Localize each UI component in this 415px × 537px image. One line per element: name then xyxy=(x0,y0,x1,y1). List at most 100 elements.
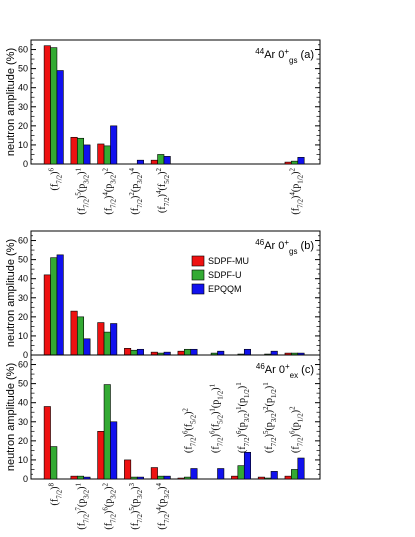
bar-epqqm xyxy=(190,348,198,356)
y-tick-label: 60 xyxy=(18,45,28,55)
bar-sdpf-mu xyxy=(70,475,78,480)
y-tick-label: 60 xyxy=(18,236,28,246)
y-tick-label: 40 xyxy=(18,83,28,93)
bar-sdpf-mu xyxy=(43,45,51,165)
bar-sdpf-mu xyxy=(97,322,105,356)
category-label: (f7/2)6(f5/2)1(p1/2)1 xyxy=(208,383,224,453)
bar-sdpf-mu xyxy=(284,475,292,480)
legend-label: SDPF-MU xyxy=(208,256,249,266)
category-label: (f7/2)6(p3/2)1(p1/2)1 xyxy=(235,382,251,453)
bar-epqqm xyxy=(136,476,144,480)
bar-sdpf-mu xyxy=(150,159,158,165)
legend-swatch xyxy=(191,255,205,267)
y-tick-label: 40 xyxy=(18,398,28,408)
bar-epqqm xyxy=(163,475,171,480)
panel-label: 46Ar 0+gs (b) xyxy=(255,238,314,256)
category-label: (f7/2)6 xyxy=(48,168,64,191)
y-tick-label: 50 xyxy=(18,379,28,389)
category-label: (f7/2)5(p3/2)2(p1/2)1 xyxy=(262,382,278,453)
bar-epqqm xyxy=(110,421,118,480)
bar-sdpf-u xyxy=(157,475,165,480)
bar-sdpf-u xyxy=(103,145,111,165)
bar-sdpf-mu xyxy=(43,406,51,480)
y-axis-label: neutron amplitude (%) xyxy=(5,239,17,347)
bar-sdpf-mu xyxy=(284,161,292,165)
legend-label: SDPF-U xyxy=(208,270,242,280)
bar-epqqm xyxy=(270,471,278,480)
bar-sdpf-u xyxy=(237,465,245,480)
bar-sdpf-mu xyxy=(124,459,132,480)
legend-swatch xyxy=(191,283,205,295)
category-label: (f7/2)6(f5/2)2 xyxy=(182,408,198,453)
bar-sdpf-u xyxy=(184,348,192,356)
panel-label: 44Ar 0+gs (a) xyxy=(255,47,314,65)
bar-sdpf-u xyxy=(130,349,138,356)
bar-epqqm xyxy=(83,476,91,480)
bar-epqqm xyxy=(163,156,171,165)
bar-epqqm xyxy=(83,338,91,356)
category-label: (f7/2)4(p1/2)2 xyxy=(289,168,305,215)
bar-sdpf-u xyxy=(76,316,85,356)
bar-epqqm xyxy=(136,159,144,165)
bar-sdpf-u xyxy=(76,475,85,480)
category-label: (f7/2)6(p3/2)2 xyxy=(101,483,117,530)
y-tick-label: 30 xyxy=(18,102,28,112)
bar-sdpf-mu xyxy=(124,348,132,356)
bar-sdpf-u xyxy=(291,469,299,480)
bar-epqqm xyxy=(110,125,118,165)
y-tick-label: 0 xyxy=(23,159,28,169)
y-tick-label: 20 xyxy=(18,312,28,322)
bar-sdpf-mu xyxy=(257,476,265,480)
y-tick-label: 50 xyxy=(18,64,28,74)
bar-sdpf-u xyxy=(264,477,272,480)
bar-sdpf-u xyxy=(76,137,85,165)
bar-sdpf-u xyxy=(103,331,111,356)
bar-sdpf-u xyxy=(50,257,58,356)
y-tick-label: 20 xyxy=(18,436,28,446)
bar-sdpf-mu xyxy=(43,274,51,356)
y-tick-label: 0 xyxy=(23,474,28,484)
bar-sdpf-mu xyxy=(97,143,105,165)
legend: SDPF-MU SDPF-U EPQQM xyxy=(191,255,249,295)
bar-sdpf-mu xyxy=(70,310,78,356)
bar-sdpf-mu xyxy=(231,475,239,480)
bar-epqqm xyxy=(297,457,305,480)
bar-epqqm xyxy=(243,348,251,356)
bar-sdpf-mu xyxy=(97,431,105,480)
bar-epqqm xyxy=(110,323,118,356)
y-tick-label: 30 xyxy=(18,293,28,303)
y-tick-label: 0 xyxy=(23,350,28,360)
bar-sdpf-u xyxy=(50,47,58,165)
bar-epqqm xyxy=(217,468,225,480)
bar-epqqm xyxy=(56,70,64,165)
bar-sdpf-u xyxy=(291,160,299,165)
y-tick-label: 20 xyxy=(18,121,28,131)
bar-sdpf-mu xyxy=(177,477,185,480)
bar-sdpf-u xyxy=(184,476,192,480)
y-tick-label: 50 xyxy=(18,255,28,265)
bar-epqqm xyxy=(136,348,144,356)
y-tick-label: 60 xyxy=(18,360,28,370)
panel-label: 46Ar 0+ex (c) xyxy=(256,362,314,380)
legend-label: EPQQM xyxy=(208,284,242,294)
bar-epqqm xyxy=(56,254,64,356)
bar-sdpf-u xyxy=(130,476,138,480)
y-axis-label: neutron amplitude (%) xyxy=(5,48,17,156)
y-axis-label: neutron amplitude (%) xyxy=(5,363,17,471)
bar-sdpf-u xyxy=(50,446,58,480)
bar-sdpf-u xyxy=(157,154,165,165)
category-label: (f7/2)4(p3/2)2 xyxy=(101,168,117,215)
bar-epqqm xyxy=(217,350,225,356)
category-label: (f7/2)5(p3/2)3 xyxy=(128,483,144,530)
bar-epqqm xyxy=(270,350,278,356)
category-label: (f7/2)4(p3/2)4 xyxy=(155,483,171,530)
y-tick-label: 10 xyxy=(18,140,28,150)
category-label: (f7/2)7(p3/2)1 xyxy=(75,483,91,530)
category-label: (f7/2)4(f5/2)2 xyxy=(155,168,171,213)
legend-swatch xyxy=(191,269,205,281)
bar-sdpf-u xyxy=(103,384,111,480)
y-tick-label: 10 xyxy=(18,455,28,465)
